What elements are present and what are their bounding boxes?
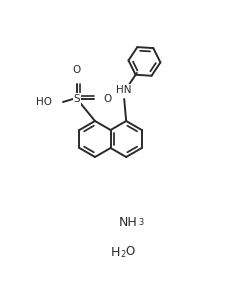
Text: NH: NH xyxy=(119,216,137,228)
Text: S: S xyxy=(73,94,80,104)
Text: $_3$: $_3$ xyxy=(137,216,144,228)
Text: H: H xyxy=(110,245,120,259)
Text: HO: HO xyxy=(36,97,52,107)
Text: O: O xyxy=(73,65,81,75)
Text: O: O xyxy=(103,94,111,104)
Text: HN: HN xyxy=(116,85,131,95)
Text: $_2$O: $_2$O xyxy=(120,245,136,259)
